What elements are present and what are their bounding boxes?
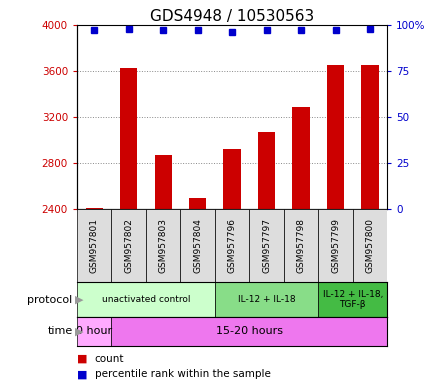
Bar xyxy=(77,317,111,346)
Text: IL-12 + IL-18: IL-12 + IL-18 xyxy=(238,295,295,304)
Bar xyxy=(293,107,310,384)
Text: protocol: protocol xyxy=(27,295,73,305)
Bar xyxy=(111,317,387,346)
Title: GDS4948 / 10530563: GDS4948 / 10530563 xyxy=(150,9,314,24)
Text: GSM957801: GSM957801 xyxy=(90,218,99,273)
Bar xyxy=(284,209,318,282)
Text: ■: ■ xyxy=(77,369,91,379)
Bar xyxy=(146,209,180,282)
Text: 15-20 hours: 15-20 hours xyxy=(216,326,283,336)
Text: GSM957798: GSM957798 xyxy=(297,218,305,273)
Text: GSM957803: GSM957803 xyxy=(159,218,168,273)
Bar xyxy=(224,149,241,384)
Text: time: time xyxy=(48,326,73,336)
Bar xyxy=(215,282,318,317)
Text: ▶: ▶ xyxy=(75,295,83,305)
Text: 0 hour: 0 hour xyxy=(76,326,112,336)
Bar xyxy=(353,209,387,282)
Text: count: count xyxy=(95,354,124,364)
Bar xyxy=(361,65,378,384)
Bar xyxy=(189,198,206,384)
Bar xyxy=(215,209,249,282)
Text: percentile rank within the sample: percentile rank within the sample xyxy=(95,369,271,379)
Text: ▶: ▶ xyxy=(75,326,83,336)
Bar xyxy=(120,68,137,384)
Text: GSM957804: GSM957804 xyxy=(193,218,202,273)
Text: GSM957800: GSM957800 xyxy=(366,218,374,273)
Text: GSM957802: GSM957802 xyxy=(124,218,133,273)
Text: GSM957799: GSM957799 xyxy=(331,218,340,273)
Bar xyxy=(86,208,103,384)
Bar xyxy=(180,209,215,282)
Bar xyxy=(77,282,215,317)
Bar xyxy=(77,209,111,282)
Text: GSM957797: GSM957797 xyxy=(262,218,271,273)
Bar xyxy=(258,132,275,384)
Bar xyxy=(318,282,387,317)
Text: ■: ■ xyxy=(77,354,91,364)
Text: IL-12 + IL-18,
TGF-β: IL-12 + IL-18, TGF-β xyxy=(323,290,383,309)
Text: GSM957796: GSM957796 xyxy=(227,218,237,273)
Bar xyxy=(154,155,172,384)
Bar xyxy=(111,209,146,282)
Bar xyxy=(318,209,353,282)
Bar xyxy=(327,65,344,384)
Bar xyxy=(249,209,284,282)
Text: unactivated control: unactivated control xyxy=(102,295,190,304)
